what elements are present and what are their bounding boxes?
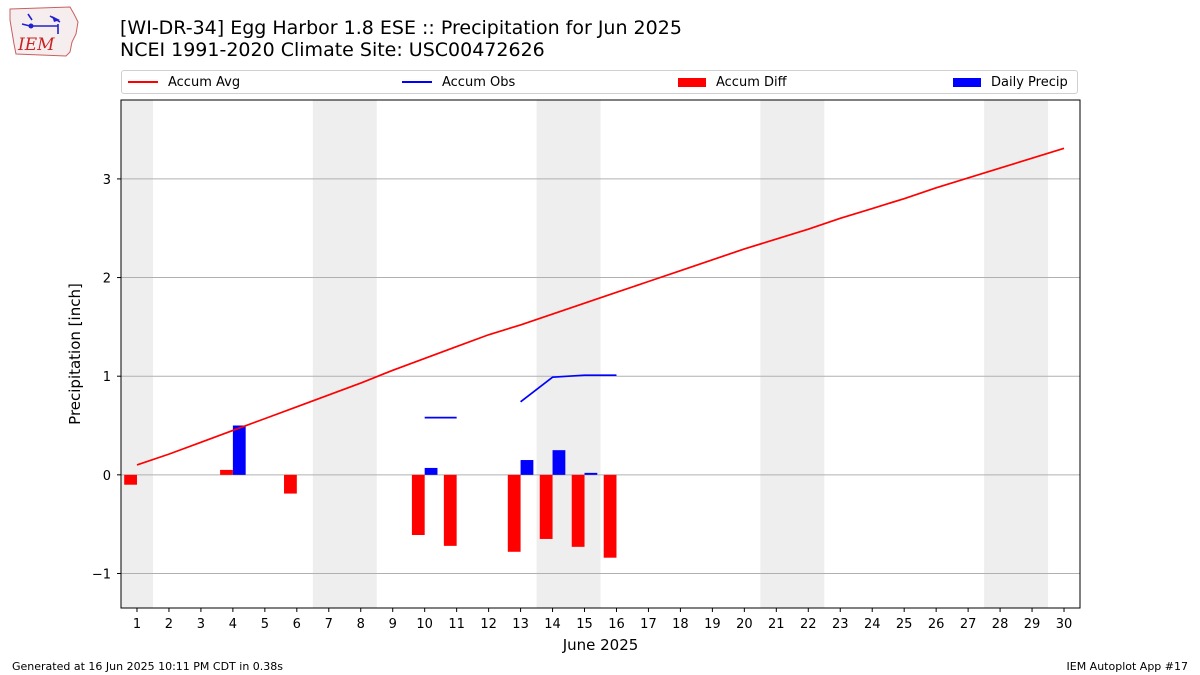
legend-label-accum-obs: Accum Obs [442, 74, 516, 90]
legend-swatch-accum-avg [128, 81, 158, 83]
x-axis-label: June 2025 [562, 636, 639, 654]
x-tick-label: 4 [229, 617, 237, 632]
x-tick-label: 25 [896, 617, 913, 632]
weekend-band-2 [312, 100, 377, 608]
x-tick-label: 16 [608, 617, 625, 632]
x-tick-label: 10 [416, 617, 433, 632]
daily-precip-bar [584, 472, 598, 475]
accum-diff-bar [507, 474, 521, 552]
legend-swatch-accum-obs [402, 81, 432, 83]
legend-item-accum-avg: Accum Avg [128, 71, 240, 93]
legend-label-accum-avg: Accum Avg [168, 74, 241, 90]
y-tick-label: 0 [103, 469, 111, 484]
x-tick-label: 27 [960, 617, 977, 632]
x-tick-label: 8 [357, 617, 365, 632]
y-tick-label: 2 [103, 272, 111, 287]
legend-label-accum-diff: Accum Diff [716, 74, 787, 90]
x-tick-label: 26 [928, 617, 945, 632]
x-tick-label: 24 [864, 617, 881, 632]
x-tick-label: 1 [133, 617, 141, 632]
x-tick-label: 28 [992, 617, 1009, 632]
y-tick-label: 1 [103, 370, 111, 385]
x-tick-label: 15 [576, 617, 593, 632]
x-tick-label: 7 [325, 617, 333, 632]
legend-label-daily-precip: Daily Precip [991, 74, 1068, 90]
accum-diff-bar [411, 474, 425, 536]
x-tick-label: 3 [197, 617, 205, 632]
x-tick-label: 6 [293, 617, 301, 632]
x-tick-label: 17 [640, 617, 657, 632]
x-tick-label: 13 [512, 617, 529, 632]
plot-frame [120, 99, 1081, 609]
legend-item-accum-diff: Accum Diff [678, 71, 787, 93]
x-tick-label: 20 [736, 617, 753, 632]
x-tick-label: 11 [448, 617, 465, 632]
x-tick-label: 19 [704, 617, 721, 632]
x-tick-label: 23 [832, 617, 849, 632]
accum-avg-line [136, 147, 1065, 466]
accum-diff-bar [124, 474, 137, 485]
daily-precip-bar [520, 460, 534, 475]
x-tick-label: 14 [544, 617, 561, 632]
footer-generated-text: Generated at 16 Jun 2025 10:11 PM CDT in… [12, 660, 284, 673]
accum-diff-bar [220, 469, 233, 475]
accum-obs-line [520, 374, 617, 403]
y-tick-label: −1 [92, 567, 111, 582]
daily-precip-bar [232, 425, 246, 475]
accum-diff-bar [443, 474, 457, 546]
x-tick-label: 18 [672, 617, 689, 632]
daily-precip-bar [424, 467, 438, 475]
weekend-band-5 [984, 100, 1049, 608]
accum-diff-bar [539, 474, 553, 539]
iowa-outline-icon [9, 6, 79, 57]
y-axis-label: Precipitation [inch] [66, 283, 84, 425]
x-tick-label: 9 [389, 617, 397, 632]
legend-swatch-accum-diff [678, 77, 706, 87]
legend-item-daily-precip: Daily Precip [953, 71, 1068, 93]
x-tick-label: 30 [1056, 617, 1073, 632]
weekend-band-1 [121, 100, 153, 608]
accum-diff-bar [571, 474, 585, 547]
chart-subtitle: NCEI 1991-2020 Climate Site: USC00472626 [120, 39, 545, 61]
legend-swatch-daily-precip [953, 77, 981, 87]
legend-item-accum-obs: Accum Obs [402, 71, 515, 93]
x-tick-label: 12 [480, 617, 497, 632]
accum-diff-bar [603, 474, 617, 558]
x-tick-label: 21 [768, 617, 785, 632]
daily-precip-bar [552, 450, 566, 475]
y-tick-label: 3 [103, 173, 111, 188]
x-tick-label: 22 [800, 617, 817, 632]
accum-diff-bar [284, 474, 297, 494]
footer-app-label: IEM Autoplot App #17 [1066, 660, 1189, 673]
x-tick-label: 2 [165, 617, 173, 632]
chart-legend: Accum Avg Accum Obs Accum Diff Daily Pre… [121, 70, 1078, 94]
x-tick-label: 5 [261, 617, 269, 632]
chart-title: [WI-DR-34] Egg Harbor 1.8 ESE :: Precipi… [120, 17, 682, 39]
x-tick-label: 29 [1024, 617, 1041, 632]
iem-logo: IEM [9, 6, 79, 57]
logo-text: IEM [17, 35, 55, 55]
weekend-band-4 [760, 100, 825, 608]
